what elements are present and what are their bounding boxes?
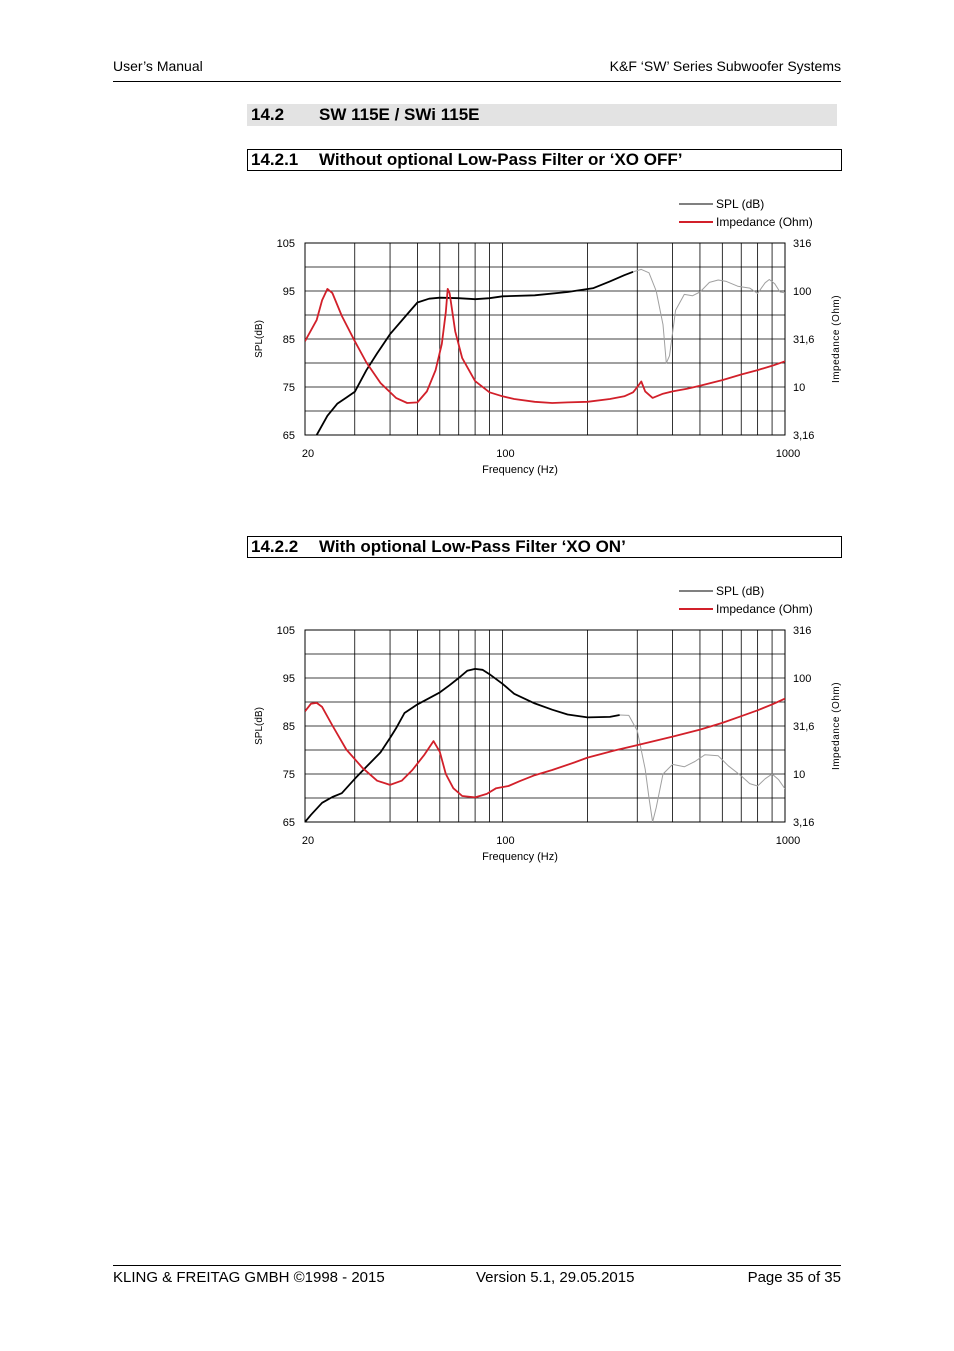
y2-tick-label: 3,16 bbox=[793, 430, 814, 442]
legend-label-impedance: Impedance (Ohm) bbox=[716, 215, 813, 229]
y-tick-label: 95 bbox=[283, 286, 295, 298]
x-tick-label: 20 bbox=[302, 448, 314, 460]
subsection-title: Without optional Low-Pass Filter or ‘XO … bbox=[319, 150, 683, 169]
y2-tick-label: 10 bbox=[793, 769, 805, 781]
series-impedance-line bbox=[305, 697, 785, 799]
x-tick-label: 100 bbox=[496, 835, 514, 847]
x-axis-title: Frequency (Hz) bbox=[482, 464, 558, 476]
x-axis-title: Frequency (Hz) bbox=[482, 851, 558, 863]
subsection-number: 14.2.1 bbox=[251, 150, 299, 169]
footer-page-number: Page 35 of 35 bbox=[747, 1269, 841, 1286]
section-heading: 14.2 SW 115E / SWi 115E bbox=[247, 104, 837, 126]
section-number: 14.2 bbox=[251, 105, 285, 124]
y2-tick-label: 100 bbox=[793, 673, 811, 685]
y-tick-label: 105 bbox=[277, 238, 295, 250]
subsection-title: With optional Low-Pass Filter ‘XO ON’ bbox=[319, 537, 626, 556]
y-tick-label: 85 bbox=[283, 721, 295, 733]
subsection-heading-xo-off: 14.2.1 Without optional Low-Pass Filter … bbox=[247, 149, 842, 171]
footer-copyright: KLING & FREITAG GMBH ©1998 - 2015 bbox=[113, 1269, 385, 1286]
y-tick-label: 85 bbox=[283, 334, 295, 346]
legend-label-spl: SPL (dB) bbox=[716, 584, 764, 598]
y-tick-label: 65 bbox=[283, 817, 295, 829]
x-tick-label: 100 bbox=[496, 448, 514, 460]
legend-label-spl: SPL (dB) bbox=[716, 197, 764, 211]
y-tick-label: 75 bbox=[283, 382, 295, 394]
y2-tick-label: 31,6 bbox=[793, 721, 814, 733]
series-spl-extended-line bbox=[619, 714, 785, 822]
legend-label-impedance: Impedance (Ohm) bbox=[716, 602, 813, 616]
series-spl-line bbox=[305, 668, 620, 822]
y2-tick-label: 31,6 bbox=[793, 334, 814, 346]
y2-tick-label: 10 bbox=[793, 382, 805, 394]
x-tick-label: 1000 bbox=[776, 448, 800, 460]
y-axis-title: SPL(dB) bbox=[254, 320, 265, 358]
y2-axis-title: Impedance (Ohm) bbox=[831, 682, 842, 770]
y2-tick-label: 3,16 bbox=[793, 817, 814, 829]
y-tick-label: 65 bbox=[283, 430, 295, 442]
y2-axis-title: Impedance (Ohm) bbox=[831, 295, 842, 383]
x-tick-label: 20 bbox=[302, 835, 314, 847]
y2-tick-label: 100 bbox=[793, 286, 811, 298]
series-impedance-line bbox=[305, 288, 785, 404]
chart-xo-off: 105 95 85 75 65 316 100 31,6 10 3,16 20 100 1000 Freq… bbox=[254, 197, 842, 476]
plot-frame bbox=[304, 629, 786, 823]
chart-xo-on: 105 95 85 75 65 316 100 31,6 10 3,16 20 100 1000 Freq… bbox=[254, 584, 842, 863]
header-divider bbox=[113, 81, 841, 82]
y-tick-label: 105 bbox=[277, 625, 295, 637]
footer-version: Version 5.1, 29.05.2015 bbox=[476, 1269, 635, 1286]
y-axis-title: SPL(dB) bbox=[254, 707, 265, 745]
header-manual-title: User’s Manual bbox=[113, 58, 203, 74]
header-series-title: K&F ‘SW’ Series Subwoofer Systems bbox=[609, 58, 841, 74]
footer-divider bbox=[113, 1265, 841, 1266]
y-tick-label: 75 bbox=[283, 769, 295, 781]
plot-frame bbox=[304, 242, 786, 436]
series-spl-line bbox=[315, 270, 634, 435]
section-title: SW 115E / SWi 115E bbox=[319, 105, 480, 124]
series-spl-extended-line bbox=[632, 268, 785, 364]
subsection-heading-xo-on: 14.2.2 With optional Low-Pass Filter ‘XO… bbox=[247, 536, 842, 558]
y-tick-label: 95 bbox=[283, 673, 295, 685]
y2-tick-label: 316 bbox=[793, 238, 811, 250]
subsection-number: 14.2.2 bbox=[251, 537, 299, 556]
y2-tick-label: 316 bbox=[793, 625, 811, 637]
x-tick-label: 1000 bbox=[776, 835, 800, 847]
